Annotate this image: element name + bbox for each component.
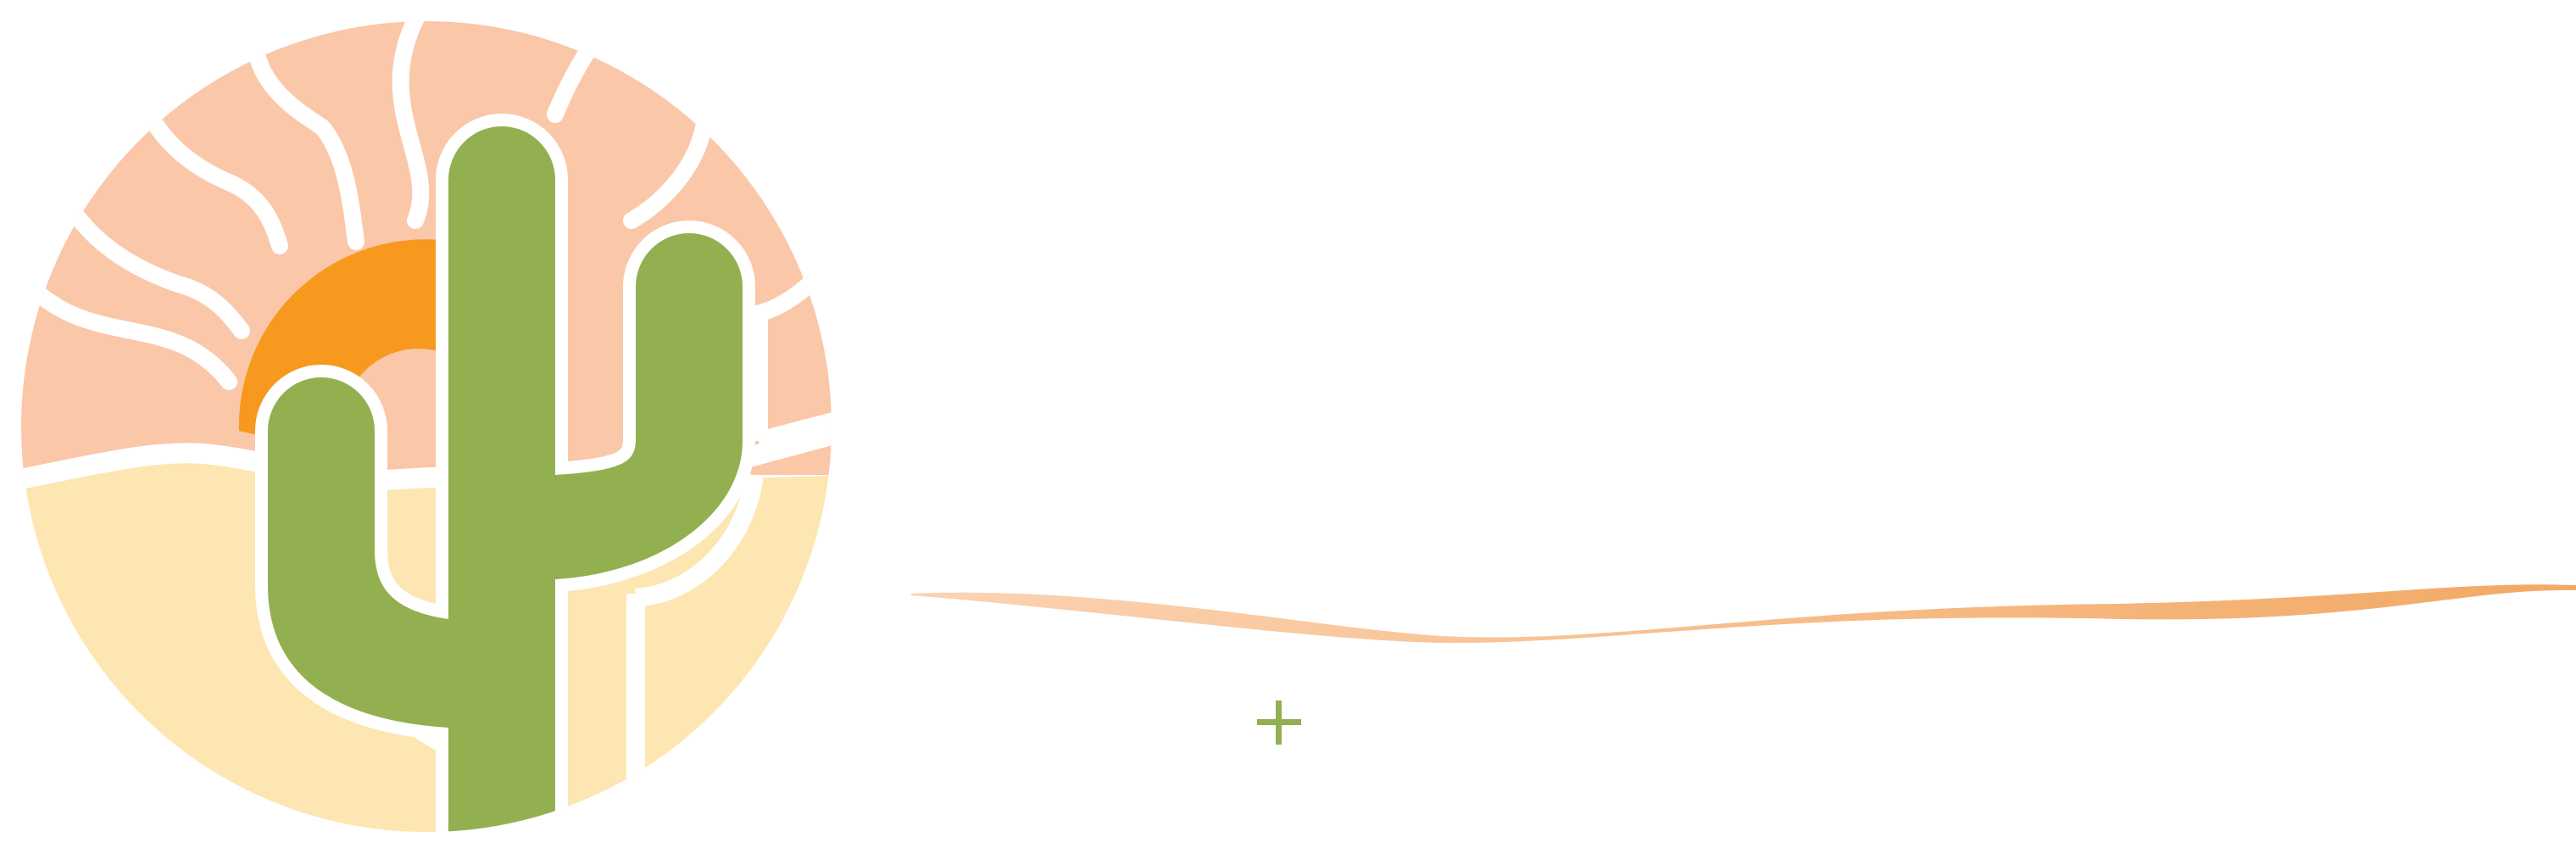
plus-icon	[1257, 701, 1301, 745]
horizon-wave-icon	[911, 584, 2576, 644]
emblem-circle	[21, 21, 832, 832]
saguaro-cactus-icon	[268, 126, 743, 832]
